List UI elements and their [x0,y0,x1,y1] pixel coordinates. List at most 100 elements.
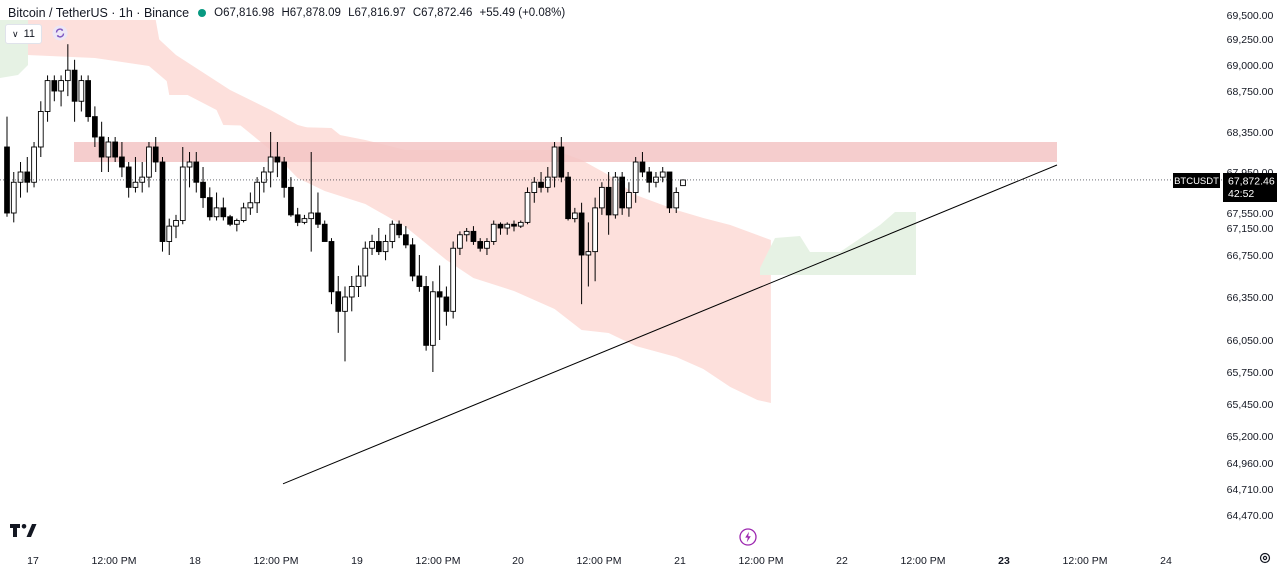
candle [409,238,416,282]
candle [463,228,470,242]
candle [31,142,37,188]
x-time-label: 12:00 PM [739,555,784,567]
sync-icon[interactable] [52,25,68,41]
candle [92,106,98,147]
tradingview-logo-icon[interactable] [10,523,38,537]
candle [64,44,71,97]
candle-body [619,176,626,209]
candle [105,137,112,172]
candle-body [342,296,348,312]
candle-body [639,161,646,173]
candle-body [544,176,551,188]
candle-body [179,166,186,221]
candle [626,182,632,217]
ascending-trendline[interactable] [282,164,1058,485]
y-tick-label: 69,250.00 [1227,34,1274,46]
y-tick-label: 65,450.00 [1227,399,1274,411]
time-axis[interactable]: 17 12:00 PM 18 12:00 PM 19 12:00 PM 20 12:00 PM… [27,555,1172,567]
ohlc-values: O67,816.98 H67,878.09 L67,816.97 C67,872… [214,7,569,19]
candle-body [261,171,267,183]
candle [85,75,91,122]
candle [639,152,646,178]
candle [430,281,436,372]
candle-body [673,192,680,209]
y-tick-label: 66,750.00 [1227,250,1274,262]
x-time-label: 12:00 PM [416,555,461,567]
candle-body [653,176,659,183]
lightning-icon[interactable] [739,528,757,546]
candle [78,75,85,112]
candle [619,172,626,215]
candle-body [51,80,58,92]
candle [254,177,260,213]
y-tick-label: 65,200.00 [1227,431,1274,443]
candle-body [470,230,477,242]
candles [4,44,686,372]
x-time-label: 12:00 PM [92,555,137,567]
candle-body [233,220,240,225]
candle [457,231,463,255]
ohlc-low: L67,816.97 [348,7,406,19]
candle-body [44,80,51,112]
candle [450,241,457,319]
candle-body [132,181,139,188]
candle [646,167,653,193]
candle-body [511,223,517,227]
x-time-label: 12:00 PM [901,555,946,567]
indicator-legend-toggle[interactable]: ∨ 11 [5,24,43,44]
candle-body [599,186,605,209]
candle [389,220,396,249]
candle [186,152,193,188]
symbol-title[interactable]: Bitcoin / TetherUS · 1h · Binance [8,6,190,20]
candle [497,222,504,235]
ohlc-change: +55.49 (+0.08%) [479,7,566,19]
candle [328,238,335,305]
candle-body [680,179,686,187]
candle-body [382,241,389,253]
candle [477,238,484,252]
candle [58,75,64,107]
candle [396,220,402,239]
candle [220,197,227,221]
candle-body [166,225,173,242]
candle-body [436,291,443,298]
y-tick-label: 66,350.00 [1227,292,1274,304]
candle [139,162,146,193]
candle [213,192,220,221]
candle [632,157,639,203]
x-day-label: 21 [674,555,686,567]
candle [416,255,423,292]
resistance-zone [74,142,1057,162]
candle [484,238,490,255]
candle [585,222,592,287]
y-tick-label: 64,470.00 [1227,510,1274,522]
candle-body [71,69,78,102]
candle-body [58,80,64,92]
x-day-label: 20 [512,555,524,567]
y-tick-label: 68,350.00 [1227,127,1274,139]
candle [382,234,389,261]
candle [227,214,233,227]
price-axis[interactable]: 69,500.00 69,250.00 69,000.00 68,750.00 68,3… [1227,10,1274,522]
candle [159,157,166,252]
candle-body [402,234,409,246]
candle-body [220,207,227,218]
candle [37,101,44,157]
candle [355,265,362,297]
candle [362,241,369,287]
candle-body [490,223,497,242]
candle [423,276,429,351]
y-tick-label: 67,150.00 [1227,223,1274,235]
candle [125,162,132,198]
candle-body [531,181,538,193]
candle [240,202,247,223]
candle-body [362,247,369,277]
candle [206,187,213,221]
candle-body [308,212,315,220]
candle-body [294,214,301,223]
candle-body [646,171,653,183]
settings-icon[interactable] [1259,552,1271,564]
candle-body [463,230,470,236]
candle-body [315,212,321,225]
